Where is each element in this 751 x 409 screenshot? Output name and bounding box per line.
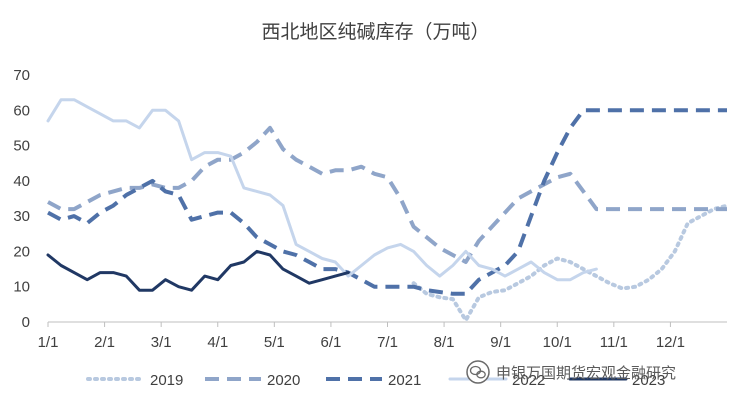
legend: 2019 2020 2021 2022 2023 [86, 372, 665, 389]
y-tick-label: 10 [13, 279, 30, 296]
y-tick-label: 40 [13, 173, 30, 190]
x-tick-label: 12/1 [656, 334, 685, 351]
x-tick-label: 2/1 [94, 334, 115, 351]
x-tick-label: 4/1 [207, 334, 228, 351]
y-tick-label: 50 [13, 138, 30, 155]
series-layer [46, 98, 729, 323]
legend-label-2022: 2022 [512, 372, 545, 389]
x-tick-label: 1/1 [38, 334, 59, 351]
watermark-text: 申银万国期货宏观金融研究 [496, 364, 676, 382]
x-axis-ticks: 1/1 2/1 3/1 4/1 5/1 6/1 7/1 8/1 9/1 10/1 11/1 12/1 [38, 322, 685, 351]
series-line-2022 [46, 98, 598, 282]
x-tick-label: 3/1 [151, 334, 172, 351]
series-line-2019 [411, 203, 729, 323]
x-tick-label: 8/1 [434, 334, 455, 351]
x-tick-label: 6/1 [320, 334, 341, 351]
series-line-2020 [47, 125, 727, 264]
y-tick-label: 70 [13, 67, 30, 84]
series-line-2023 [46, 249, 350, 292]
watermark: 申银万国期货宏观金融研究 [466, 360, 676, 384]
y-axis-ticks: 0 10 20 30 40 50 60 70 [13, 67, 30, 331]
wechat-icon [466, 360, 490, 384]
x-tick-label: 10/1 [543, 334, 572, 351]
legend-label-2019: 2019 [150, 372, 183, 389]
y-tick-label: 20 [13, 243, 30, 260]
y-tick-label: 0 [22, 314, 30, 331]
x-tick-label: 11/1 [600, 334, 628, 351]
legend-label-2021: 2021 [388, 372, 421, 389]
series-line-2021 [47, 108, 727, 296]
legend-label-2023: 2023 [632, 372, 665, 389]
chart-title: 西北地区纯碱库存（万吨） [261, 21, 489, 43]
x-tick-label: 9/1 [490, 334, 511, 351]
x-tick-label: 5/1 [264, 334, 285, 351]
x-tick-label: 7/1 [377, 334, 398, 351]
y-tick-label: 60 [13, 102, 30, 119]
legend-label-2020: 2020 [267, 372, 300, 389]
y-tick-label: 30 [13, 208, 30, 225]
